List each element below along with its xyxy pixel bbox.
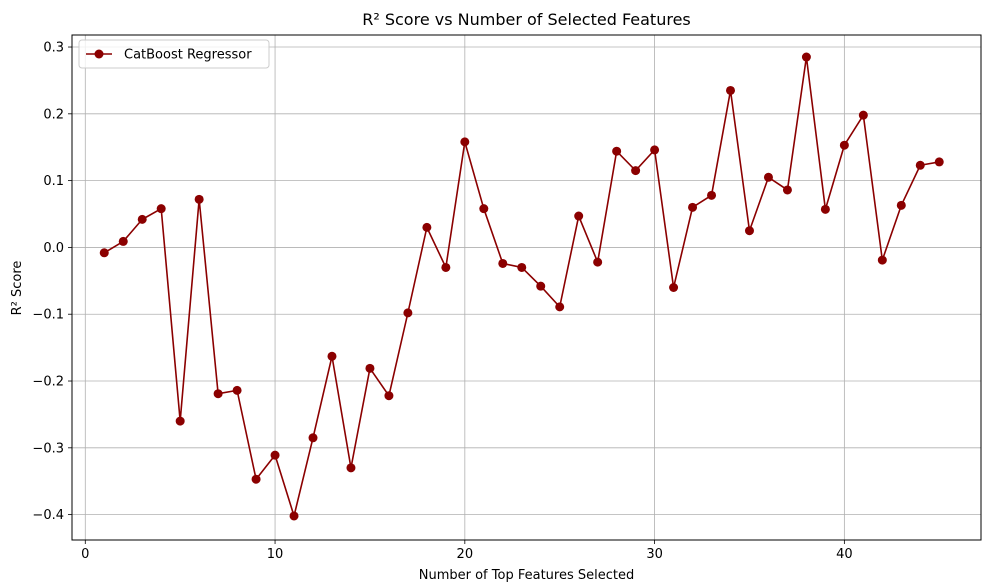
data-point xyxy=(631,166,641,176)
y-tick-label: 0.3 xyxy=(43,41,64,56)
data-point xyxy=(194,194,204,204)
data-point xyxy=(498,258,508,268)
legend-box xyxy=(78,39,270,69)
legend-entry-label: CatBoost Regressor xyxy=(124,48,252,63)
data-point xyxy=(289,511,299,521)
data-point xyxy=(479,204,489,214)
data-point xyxy=(441,262,451,272)
data-point xyxy=(213,389,223,399)
data-point xyxy=(650,145,660,155)
data-point xyxy=(251,474,261,484)
data-point xyxy=(118,236,128,246)
x-tick-label: 10 xyxy=(267,547,284,562)
y-tick-label: −0.2 xyxy=(32,375,64,390)
chart-title: R² Score vs Number of Selected Features xyxy=(362,10,691,29)
data-point xyxy=(270,450,280,460)
y-tick-label: −0.4 xyxy=(32,508,64,523)
data-point xyxy=(915,160,925,170)
data-point xyxy=(346,463,356,473)
data-point xyxy=(726,85,735,95)
x-tick-label: 30 xyxy=(646,547,663,562)
data-point xyxy=(688,202,698,212)
data-point xyxy=(175,416,185,426)
data-point xyxy=(555,302,565,312)
x-axis-label: Number of Top Features Selected xyxy=(419,568,634,583)
data-point xyxy=(536,281,546,291)
axis-ticks: 0 10 20 30 40 −0.4 −0.3 −0.2 −0.1 0.0 0.1 0.2 0.3 xyxy=(32,41,852,562)
data-point xyxy=(422,222,432,232)
data-point xyxy=(820,204,830,214)
grid-lines xyxy=(72,35,981,540)
data-point xyxy=(801,52,811,62)
y-axis-label: R² Score xyxy=(10,261,25,316)
legend: CatBoost Regressor xyxy=(78,39,270,69)
data-point xyxy=(707,190,717,200)
data-point xyxy=(365,363,375,373)
data-point xyxy=(460,137,470,147)
data-point xyxy=(99,248,109,258)
data-point xyxy=(744,226,754,236)
x-tick-label: 20 xyxy=(457,547,474,562)
data-point xyxy=(669,283,679,292)
data-point xyxy=(763,172,773,182)
data-point xyxy=(232,385,242,395)
legend-marker-swatch xyxy=(94,49,104,59)
data-point xyxy=(156,204,166,214)
data-point xyxy=(593,257,603,267)
data-point xyxy=(574,211,584,221)
data-point xyxy=(782,185,792,195)
y-tick-label: 0.2 xyxy=(43,107,64,122)
data-point xyxy=(327,351,337,361)
data-point xyxy=(137,214,147,224)
data-point xyxy=(517,262,527,272)
x-tick-label: 0 xyxy=(81,547,89,562)
data-point xyxy=(308,433,318,443)
y-tick-label: −0.1 xyxy=(32,308,64,323)
x-tick-label: 40 xyxy=(836,547,853,562)
y-tick-label: 0.0 xyxy=(43,241,64,256)
data-point xyxy=(877,255,887,265)
plot-frame xyxy=(71,34,982,541)
data-point xyxy=(896,200,906,210)
y-tick-label: −0.3 xyxy=(32,441,64,456)
data-point xyxy=(858,110,868,120)
series-layer xyxy=(99,52,944,521)
y-tick-label: 0.1 xyxy=(43,174,64,189)
data-point xyxy=(384,391,394,401)
data-point xyxy=(403,308,413,318)
data-point xyxy=(934,157,944,167)
data-point xyxy=(612,146,622,156)
data-point xyxy=(839,140,849,150)
